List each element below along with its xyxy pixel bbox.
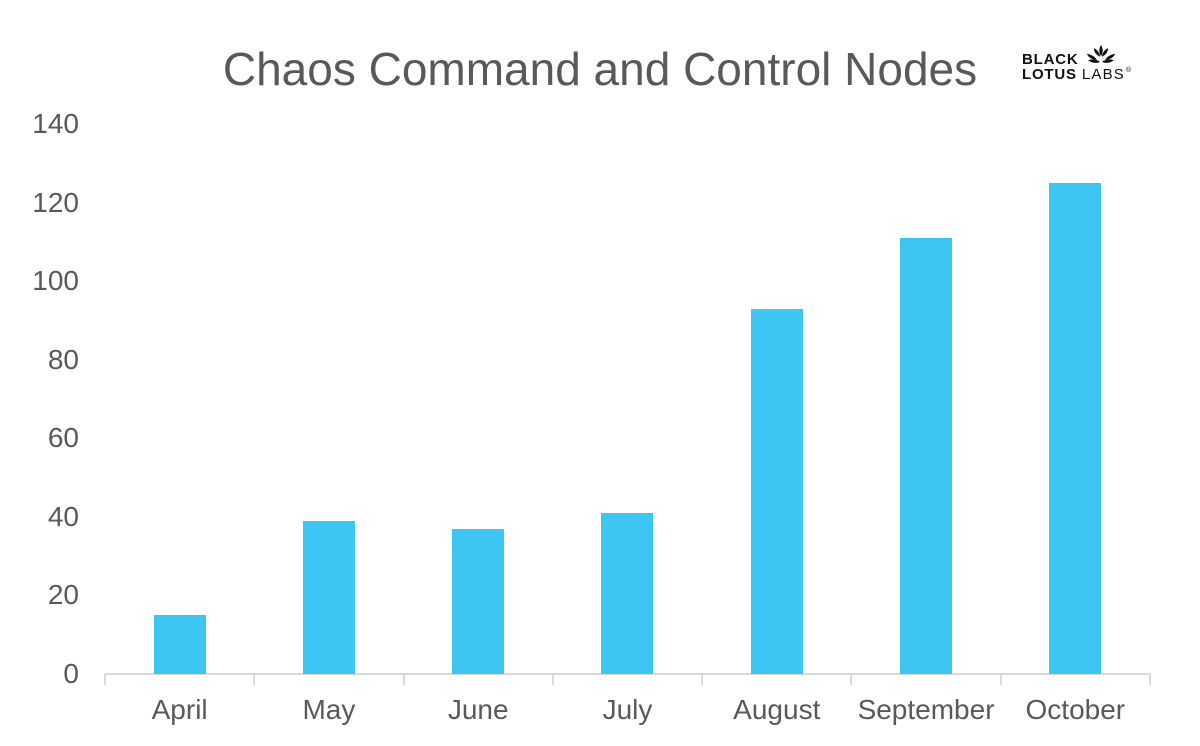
logo-word-lotus: LOTUS	[1022, 66, 1077, 83]
bar-july	[601, 512, 654, 674]
bar-cell-september	[851, 124, 1000, 674]
y-tick-label-20: 20	[47, 579, 79, 611]
x-axis-tick	[999, 674, 1002, 685]
x-tick-label-may: May	[302, 694, 356, 725]
x-tick-label-april: April	[151, 694, 208, 725]
bar-cell-june	[404, 124, 553, 674]
logo-row-top: BLACK	[1022, 45, 1131, 68]
x-axis-tick	[701, 674, 704, 685]
bar-cell-august	[702, 124, 851, 674]
x-axis-tick	[104, 674, 106, 685]
logo-word-labs: LABS	[1081, 66, 1126, 83]
y-tick-label-60: 60	[47, 422, 79, 454]
x-axis-tick	[551, 674, 554, 685]
lotus-icon	[1086, 45, 1116, 72]
x-axis-line	[105, 673, 1150, 675]
y-tick-label-100: 100	[32, 265, 79, 297]
x-axis-tick	[402, 674, 405, 685]
x-tick-label-august: August	[733, 694, 821, 725]
bar-cell-april	[105, 124, 254, 674]
x-axis-tick	[253, 674, 256, 685]
bar-cell-july	[553, 124, 702, 674]
x-tick-label-june: June	[447, 694, 509, 725]
y-tick-label-120: 120	[32, 186, 79, 218]
x-axis: April May June July August September October	[105, 694, 1150, 726]
plot-area: 0 20 40 60 80 100 120 140 April May June July Augus…	[32, 110, 1151, 725]
bar-august	[750, 308, 803, 674]
black-lotus-labs-logo: BLACK LOTUS LABS ®	[1022, 45, 1131, 82]
bar-cell-october	[1001, 124, 1150, 674]
x-axis-tick	[850, 674, 853, 685]
logo-row-bottom: LOTUS LABS ®	[1022, 67, 1131, 82]
x-tick-label-september: September	[857, 694, 995, 725]
bar-october	[1049, 182, 1102, 674]
bar-september	[900, 237, 953, 674]
x-tick-label-july: July	[602, 694, 653, 725]
y-tick-label-0: 0	[63, 658, 79, 689]
x-axis-tick	[1149, 674, 1151, 685]
logo-word-black: BLACK	[1022, 51, 1079, 68]
bar-cell-may	[254, 124, 403, 674]
bars-container	[105, 124, 1150, 674]
trademark-symbol: ®	[1126, 67, 1132, 74]
x-tick-label-october: October	[1025, 694, 1126, 725]
y-tick-label-40: 40	[47, 500, 79, 532]
chart-title: Chaos Command and Control Nodes	[222, 43, 978, 95]
bar-april	[153, 615, 206, 674]
bar-may	[302, 520, 355, 674]
bar-june	[452, 528, 505, 674]
y-tick-label-140: 140	[32, 108, 79, 139]
y-tick-label-80: 80	[47, 343, 79, 375]
